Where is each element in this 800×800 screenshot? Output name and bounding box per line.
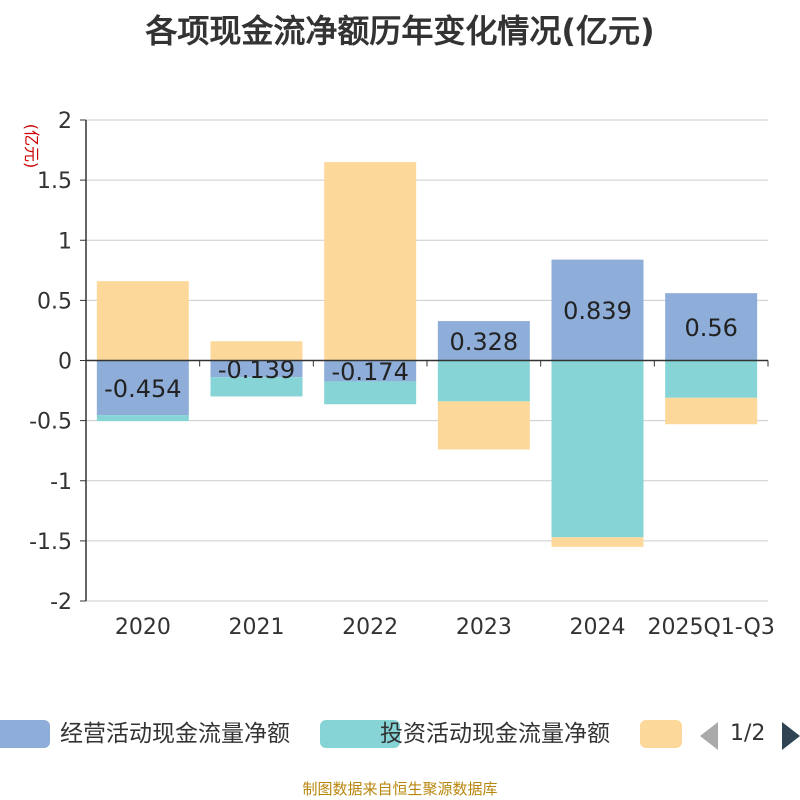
bar-financing: [437, 401, 530, 450]
bar-investing: [324, 381, 417, 405]
y-tick-label: -2: [50, 590, 72, 615]
legend-prev-page-icon[interactable]: [700, 722, 718, 750]
bar-investing: [665, 360, 758, 398]
x-tick-label: 2024: [570, 615, 626, 640]
data-label: 0.328: [449, 328, 518, 356]
legend-swatch-financing: [640, 720, 682, 748]
bar-financing: [210, 341, 303, 361]
x-tick-label: 2023: [456, 615, 512, 640]
legend-label-operating: 经营活动现金流量净额: [60, 721, 290, 747]
x-tick-label: 2022: [342, 615, 398, 640]
y-tick-label: 0: [58, 350, 72, 375]
y-tick-label: -1.5: [29, 530, 72, 555]
bar-financing: [324, 162, 417, 361]
chart-canvas: 21.510.50-0.5-1-1.5-2(亿元)-0.4542020-0.13…: [22, 109, 775, 640]
bar-financing: [96, 281, 189, 361]
y-axis-label: (亿元): [22, 124, 41, 169]
bar-operating: [665, 293, 758, 361]
y-tick-label: 1.5: [37, 169, 72, 194]
y-tick-label: 2: [58, 109, 72, 134]
y-tick-label: -0.5: [29, 410, 72, 435]
data-label: 0.839: [563, 297, 632, 325]
y-tick-label: 1: [58, 229, 72, 254]
data-label: -0.174: [331, 358, 408, 386]
legend-swatch-operating: [0, 720, 50, 748]
y-tick-label: -1: [50, 470, 72, 495]
legend-page-indicator: 1/2: [730, 721, 766, 746]
bar-investing: [210, 377, 303, 397]
chart-title: 各项现金流净额历年变化情况(亿元): [145, 12, 655, 50]
bar-operating: [437, 321, 530, 361]
x-tick-label: 2020: [115, 615, 171, 640]
bar-investing: [437, 360, 530, 402]
data-label: -0.454: [104, 375, 181, 403]
bar-financing: [551, 537, 644, 547]
chart-legend: 经营活动现金流量净额 投资活动现金流量净额 1/2: [0, 712, 800, 756]
x-tick-label: 2021: [229, 615, 285, 640]
legend-swatch-investing: [320, 720, 400, 748]
bar-investing: [96, 415, 189, 422]
data-source-note: 制图数据来自恒生聚源数据库: [302, 780, 498, 798]
bar-operating: [324, 360, 417, 382]
bar-operating: [96, 360, 189, 416]
bar-investing: [551, 360, 644, 538]
x-tick-label: 2025Q1-Q3: [647, 615, 774, 640]
bar-operating: [551, 259, 644, 361]
legend-next-page-icon[interactable]: [782, 722, 800, 750]
legend-label-investing: 投资活动现金流量净额: [380, 721, 610, 747]
y-tick-label: 0.5: [37, 289, 72, 314]
bar-financing: [665, 397, 758, 425]
data-label: 0.56: [684, 314, 737, 342]
bar-operating: [210, 360, 303, 378]
